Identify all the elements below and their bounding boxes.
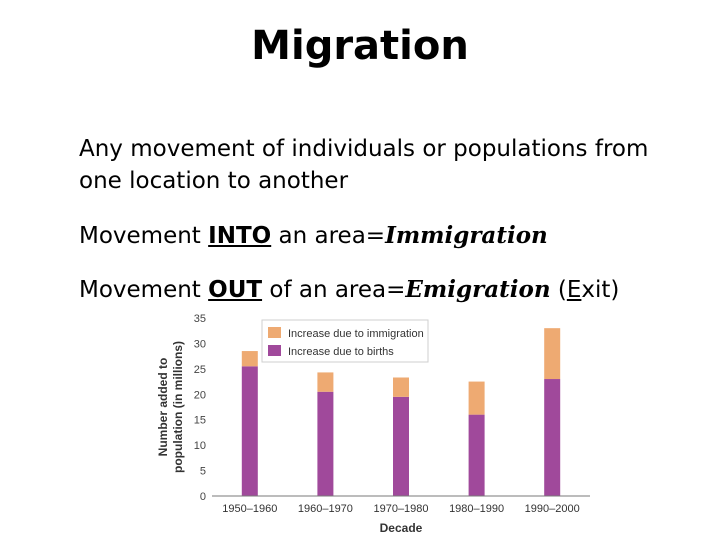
emigration-middle: of an area= <box>262 277 406 303</box>
x-tick-label: 1950–1960 <box>222 503 277 515</box>
migration-chart: Number added to population (in millions) … <box>156 313 590 535</box>
x-axis-ticks: 1950–1960 1960–1970 1970–1980 1980–1990 1990… <box>222 503 579 515</box>
emigration-term: Emigration <box>405 276 551 303</box>
legend-swatch <box>268 345 281 356</box>
y-tick-label: 15 <box>194 415 206 427</box>
immigration-middle: an area= <box>271 223 386 249</box>
legend-label: Increase due to births <box>288 346 394 358</box>
immigration-line: Movement INTO an area=Immigration <box>79 220 548 252</box>
y-axis-label-line: population (in millions) <box>171 341 185 473</box>
exit-open: ( <box>550 277 567 303</box>
x-tick-label: 1980–1990 <box>449 503 504 515</box>
exit-rest: xit) <box>581 277 620 303</box>
y-tick-label: 0 <box>200 491 206 503</box>
bar-segment <box>544 379 561 496</box>
x-tick-label: 1970–1980 <box>373 503 428 515</box>
legend: Increase due to immigration Increase due … <box>261 319 429 363</box>
bar-segment <box>393 396 409 496</box>
bar-segment <box>468 381 485 415</box>
bars <box>241 328 561 496</box>
bar-segment <box>241 351 258 367</box>
slide-title: Migration <box>251 23 469 69</box>
bar-segment <box>468 414 485 496</box>
emigration-line: Movement OUT of an area=Emigration (Exit… <box>79 274 619 306</box>
bar-segment <box>544 328 561 380</box>
y-axis-ticks: 0 5 10 15 20 25 30 35 <box>194 313 206 503</box>
exit-letter: E <box>566 277 582 303</box>
y-tick-label: 5 <box>200 466 206 478</box>
y-tick-label: 20 <box>194 389 206 401</box>
into-keyword: INTO <box>208 223 272 249</box>
legend-box <box>261 319 429 363</box>
y-tick-label: 35 <box>194 313 206 325</box>
legend-swatch <box>268 327 281 338</box>
legend-label: Increase due to immigration <box>288 328 424 340</box>
x-tick-label: 1960–1970 <box>298 503 353 515</box>
x-tick-label: 1990–2000 <box>525 503 580 515</box>
emigration-prefix: Movement <box>79 277 209 303</box>
bar-segment <box>317 372 334 392</box>
y-axis-label-line: Number added to <box>156 358 170 457</box>
bar-segment <box>241 366 258 496</box>
bar-segment <box>393 377 409 397</box>
definition-text: Any movement of individuals or populatio… <box>79 136 649 194</box>
y-tick-label: 25 <box>194 364 206 376</box>
y-axis-label-group: Number added to population (in millions) <box>156 341 185 473</box>
y-tick-label: 10 <box>194 440 206 452</box>
out-keyword: OUT <box>208 277 263 303</box>
y-tick-label: 30 <box>194 338 206 350</box>
bar-segment <box>317 391 334 496</box>
x-axis-label: Decade <box>380 521 423 535</box>
immigration-term: Immigration <box>385 222 548 249</box>
immigration-prefix: Movement <box>79 223 209 249</box>
